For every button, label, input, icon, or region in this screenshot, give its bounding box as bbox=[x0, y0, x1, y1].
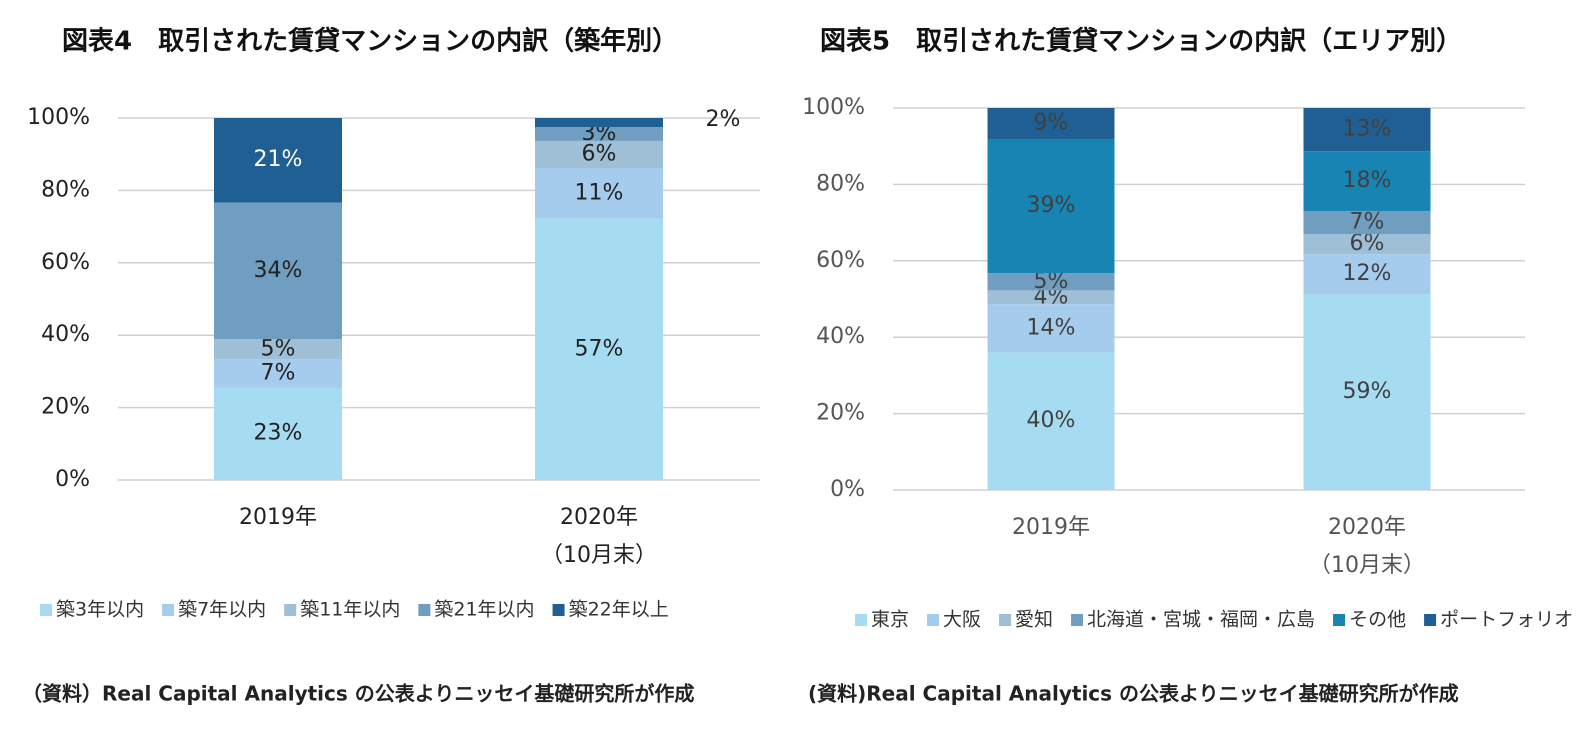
y-tick-label: 40% bbox=[816, 324, 865, 349]
y-tick-label: 0% bbox=[55, 467, 90, 492]
data-label: 6% bbox=[1350, 231, 1385, 256]
bar-segment bbox=[1303, 151, 1431, 211]
bar-segment bbox=[1303, 254, 1431, 295]
legend-swatch bbox=[927, 614, 940, 626]
x-tick-label: 2019年 bbox=[1012, 515, 1090, 540]
data-label: 23% bbox=[254, 421, 303, 446]
bar-segment bbox=[214, 359, 342, 388]
data-label: 9% bbox=[1034, 110, 1069, 135]
y-tick-label: 80% bbox=[816, 171, 865, 196]
bar-segment bbox=[535, 218, 663, 480]
data-label: 6% bbox=[582, 142, 617, 167]
bar-segment bbox=[987, 290, 1115, 305]
bar-segment bbox=[214, 118, 342, 203]
y-tick-label: 40% bbox=[41, 322, 90, 347]
bar-segment bbox=[1303, 108, 1431, 152]
data-label: 34% bbox=[254, 258, 303, 283]
legend-label: 東京 bbox=[871, 609, 909, 631]
y-tick-label: 0% bbox=[830, 477, 865, 502]
bar-segment bbox=[535, 140, 663, 169]
legend-swatch bbox=[284, 604, 297, 616]
legend-label: 愛知 bbox=[1015, 609, 1053, 631]
legend-swatch bbox=[855, 614, 867, 626]
bar-segment bbox=[535, 127, 663, 141]
bar-segment bbox=[987, 138, 1115, 274]
legend-swatch bbox=[999, 614, 1012, 626]
legend-label: 築11年以内 bbox=[300, 599, 400, 621]
data-label: 7% bbox=[1350, 210, 1385, 235]
bar-segment bbox=[535, 118, 663, 128]
legend-label: 築7年以内 bbox=[178, 599, 266, 621]
bar-segment bbox=[1303, 234, 1431, 255]
legend-swatch bbox=[1333, 614, 1346, 626]
bar-segment bbox=[1303, 294, 1431, 490]
bar-segment bbox=[987, 273, 1115, 291]
legend-swatch bbox=[1071, 614, 1084, 626]
data-label: 59% bbox=[1343, 379, 1392, 404]
data-label: 39% bbox=[1027, 193, 1076, 218]
data-label: 11% bbox=[575, 181, 624, 206]
y-tick-label: 20% bbox=[41, 395, 90, 420]
y-tick-label: 100% bbox=[27, 105, 90, 130]
data-label: 12% bbox=[1343, 261, 1392, 286]
bar-segment bbox=[214, 339, 342, 360]
x-tick-label: 2020年 bbox=[1328, 515, 1406, 540]
legend-label: 北海道・宮城・福岡・広島 bbox=[1087, 609, 1315, 631]
y-tick-label: 60% bbox=[816, 248, 865, 273]
legend-swatch bbox=[40, 604, 52, 616]
legend-label: 大阪 bbox=[943, 609, 981, 631]
legend-label: 築3年以内 bbox=[56, 599, 144, 621]
x-tick-label: （10月末） bbox=[541, 543, 657, 568]
chart: 図表4 取引された賃貸マンションの内訳（築年別） 0% 20% 40% 60% 80% 10… bbox=[22, 26, 760, 706]
x-tick-label: （10月末） bbox=[1309, 553, 1425, 578]
bar-segment bbox=[1303, 210, 1431, 235]
legend-swatch bbox=[1424, 614, 1437, 626]
legend-label: ポートフォリオ bbox=[1440, 609, 1573, 631]
legend-label: 築22年以上 bbox=[569, 599, 669, 621]
y-tick-label: 60% bbox=[41, 250, 90, 275]
chart-title: 図表5 取引された賃貸マンションの内訳（エリア別） bbox=[820, 26, 1462, 57]
bar-segment bbox=[535, 168, 663, 219]
data-label: 40% bbox=[1027, 408, 1076, 433]
y-tick-label: 100% bbox=[802, 95, 865, 120]
chart: 図表5 取引された賃貸マンションの内訳（エリア別） 0% 20% 40% 60% 80% 1… bbox=[802, 26, 1573, 706]
data-label: 57% bbox=[575, 336, 624, 361]
data-label: 7% bbox=[261, 360, 296, 385]
bar-segment bbox=[214, 202, 342, 340]
data-label: 21% bbox=[254, 147, 303, 172]
legend-label: 築21年以内 bbox=[434, 599, 534, 621]
bar-segment bbox=[987, 304, 1115, 353]
legend-swatch bbox=[552, 604, 565, 616]
y-tick-label: 80% bbox=[41, 177, 90, 202]
data-label: 18% bbox=[1343, 168, 1392, 193]
data-label: 5% bbox=[261, 336, 296, 361]
legend-swatch bbox=[418, 604, 431, 616]
source-note: (資料)Real Capital Analytics の公表よりニッセイ基礎研究… bbox=[808, 682, 1459, 706]
legend-label: その他 bbox=[1349, 609, 1406, 631]
x-tick-label: 2020年 bbox=[560, 505, 638, 530]
legend-swatch bbox=[162, 604, 175, 616]
data-label: 14% bbox=[1027, 315, 1076, 340]
x-tick-label: 2019年 bbox=[239, 505, 317, 530]
y-tick-label: 20% bbox=[816, 401, 865, 426]
data-label: 2% bbox=[706, 107, 741, 132]
bar-segment bbox=[987, 108, 1115, 139]
bar-segment bbox=[214, 387, 342, 480]
bar-segment bbox=[987, 352, 1115, 490]
source-note: （資料）Real Capital Analytics の公表よりニッセイ基礎研究… bbox=[22, 682, 694, 706]
chart-title: 図表4 取引された賃貸マンションの内訳（築年別） bbox=[62, 26, 678, 57]
data-label: 13% bbox=[1343, 117, 1392, 142]
